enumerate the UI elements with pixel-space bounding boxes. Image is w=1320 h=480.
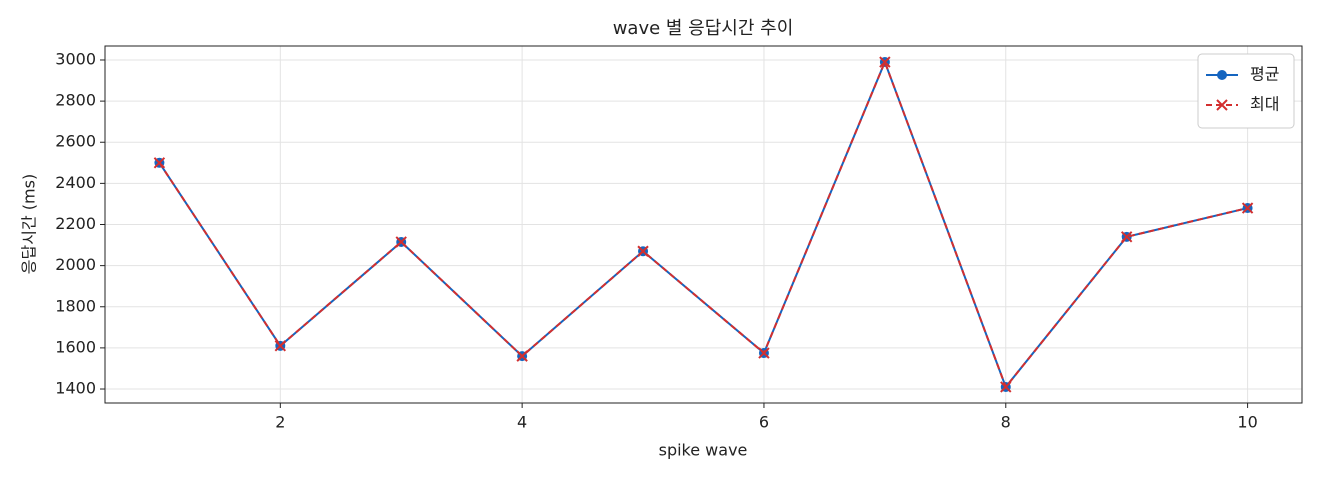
marker: [516, 350, 528, 362]
x-tick-label: 10: [1237, 413, 1257, 432]
marker: [879, 56, 891, 68]
x-axis-label: spike wave: [659, 441, 748, 460]
marker: [758, 347, 770, 359]
marker: [153, 157, 166, 169]
x-tick-label: 2: [275, 413, 285, 432]
marker: [1000, 381, 1012, 393]
line: [158, 59, 1248, 389]
y-axis-label: 응답시간 (ms): [20, 174, 39, 274]
legend-box: [1197, 53, 1295, 129]
y-tick-label: 2800: [55, 91, 96, 110]
y-tick-label: 2600: [55, 132, 96, 151]
legend-label: 평균: [1250, 65, 1279, 84]
y-tick-label: 2000: [55, 255, 96, 274]
marker: [1216, 99, 1228, 111]
x-tick-label: 8: [1001, 413, 1011, 432]
y-tick-label: 1800: [55, 296, 96, 315]
x-tick-label: 6: [759, 413, 769, 432]
plot-frame: [104, 45, 1303, 404]
marker: [1217, 70, 1227, 80]
legend-label: 최대: [1250, 95, 1279, 114]
marker: [1120, 231, 1133, 243]
marker: [637, 245, 649, 257]
y-tick-label: 3000: [55, 49, 96, 68]
x-tick-label: 4: [517, 413, 527, 432]
marker: [395, 236, 407, 248]
marker: [274, 340, 287, 352]
y-tick-label: 2200: [55, 214, 96, 233]
chart-title: wave 별 응답시간 추이: [613, 18, 794, 39]
y-tick-label: 1600: [55, 337, 96, 356]
y-tick-label: 2400: [55, 173, 96, 192]
marker: [1241, 202, 1254, 214]
y-tick-label: 1400: [55, 379, 96, 398]
